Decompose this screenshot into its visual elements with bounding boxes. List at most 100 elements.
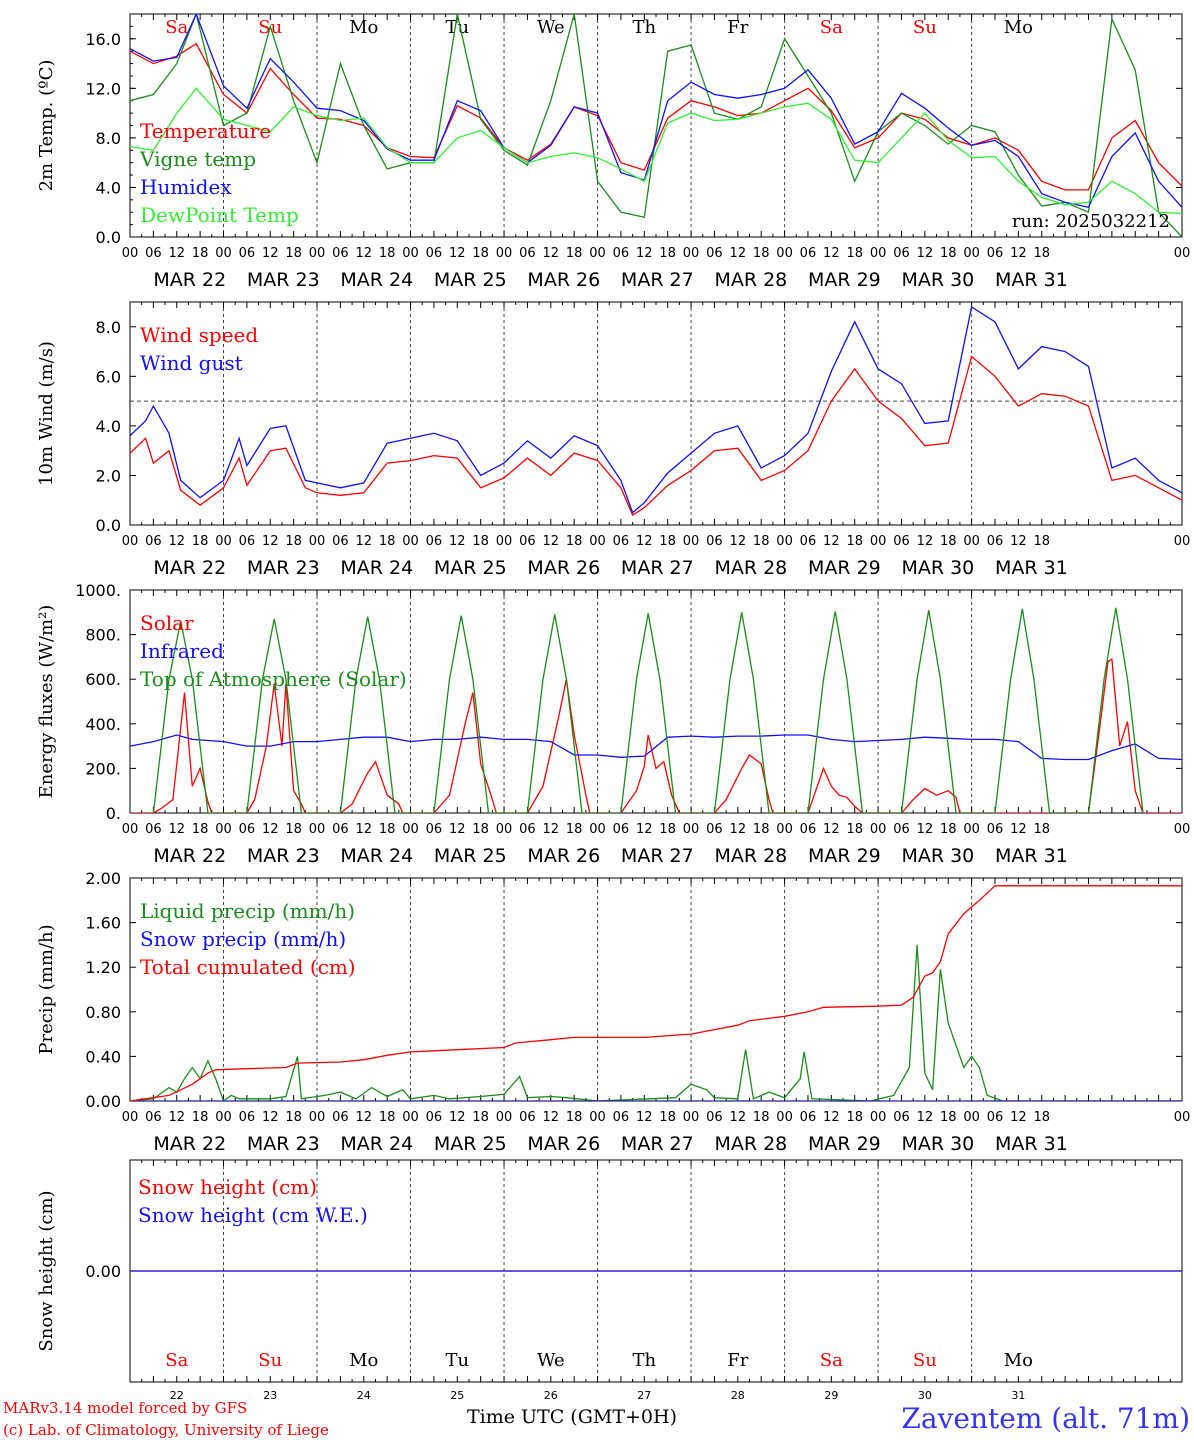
hour-tick-label: 18 — [846, 822, 863, 837]
legend-entry: Wind speed — [140, 323, 258, 347]
hour-tick-label: 18 — [472, 534, 489, 549]
hour-tick-label: 00 — [683, 534, 700, 549]
hour-tick-label: 00 — [1174, 246, 1191, 261]
hour-tick-label: 12 — [262, 246, 279, 261]
hour-tick-label: 18 — [940, 822, 957, 837]
panel-2: 0.0 2.0 4.0 6.0 8.0 10m Wind (m/s) 00 06 12 18 MAR… — [36, 301, 1191, 579]
hour-tick-label: 00 — [870, 1110, 887, 1125]
hour-tick-label: 00 — [870, 246, 887, 261]
hour-tick-label: 18 — [379, 534, 396, 549]
series-line-top-of-atmosphere-solar — [152, 607, 1144, 813]
hour-tick-label: 12 — [356, 246, 373, 261]
legend-entry: Wind gust — [140, 351, 243, 375]
y-axis-label: Snow height (cm) — [36, 1190, 57, 1351]
y-tick-label: 2.00 — [85, 869, 121, 888]
hour-tick-label: 00 — [122, 246, 139, 261]
y-tick-label: 400. — [85, 715, 121, 734]
hour-tick-label: 00 — [870, 822, 887, 837]
hour-tick-label: 06 — [239, 246, 256, 261]
hour-tick-label: 00 — [963, 1110, 980, 1125]
hour-tick-label: 00 — [496, 822, 513, 837]
hour-tick-label: 00 — [776, 534, 793, 549]
date-label: MAR 22 — [153, 557, 226, 579]
date-label: MAR 26 — [527, 557, 600, 579]
hour-tick-label: 18 — [285, 1110, 302, 1125]
hour-tick-label: 12 — [262, 534, 279, 549]
date-label: MAR 30 — [901, 269, 974, 291]
date-label: MAR 27 — [621, 1133, 694, 1155]
hour-tick-label: 18 — [940, 1110, 957, 1125]
hour-tick-label: 00 — [402, 246, 419, 261]
date-label: MAR 31 — [995, 845, 1068, 867]
date-label: MAR 28 — [714, 269, 787, 291]
date-label: MAR 29 — [808, 1133, 881, 1155]
date-label: MAR 30 — [901, 557, 974, 579]
series-group — [130, 14, 1182, 237]
y-axis-label: Energy fluxes (W/m²) — [36, 605, 57, 799]
hour-tick-label: 12 — [917, 1110, 934, 1125]
hour-tick-label: 12 — [730, 246, 747, 261]
time-axis-label: Time UTC (GMT+0H) — [467, 1406, 677, 1428]
hour-tick-label: 18 — [192, 246, 209, 261]
y-tick-label: 4.0 — [96, 417, 121, 436]
hour-tick-label: 06 — [987, 246, 1004, 261]
hour-tick-label: 06 — [800, 1110, 817, 1125]
weekday-label: Tu — [445, 17, 469, 38]
hour-tick-label: 18 — [285, 246, 302, 261]
hour-tick-label: 18 — [472, 1110, 489, 1125]
hour-tick-label: 18 — [659, 246, 676, 261]
hour-tick-label: 12 — [449, 534, 466, 549]
hour-tick-label: 12 — [636, 246, 653, 261]
weekday-label: Su — [913, 1350, 937, 1371]
hour-tick-label: 18 — [566, 1110, 583, 1125]
weekday-label: We — [537, 17, 565, 38]
y-tick-label: 1.20 — [85, 958, 121, 977]
y-tick-label: 0.80 — [85, 1003, 121, 1022]
date-label: MAR 26 — [527, 269, 600, 291]
hour-tick-label: 18 — [192, 1110, 209, 1125]
series-line-temperature — [130, 42, 1182, 191]
hour-tick-label: 12 — [823, 822, 840, 837]
series-group — [130, 607, 1182, 813]
hour-tick-label: 18 — [1033, 822, 1050, 837]
hour-tick-label: 00 — [870, 534, 887, 549]
hour-tick-label: 00 — [309, 1110, 326, 1125]
weekday-label: Th — [633, 1350, 657, 1371]
y-axis-label: Precip (mm/h) — [36, 924, 57, 1054]
y-tick-label: 800. — [85, 626, 121, 645]
hour-tick-label: 12 — [636, 822, 653, 837]
hour-tick-label: 12 — [356, 822, 373, 837]
hour-tick-label: 18 — [659, 1110, 676, 1125]
hour-tick-label: 18 — [940, 534, 957, 549]
hour-tick-label: 00 — [963, 822, 980, 837]
y-tick-label: 12.0 — [85, 79, 121, 98]
hour-tick-label: 00 — [215, 822, 232, 837]
hour-tick-label: 06 — [613, 1110, 630, 1125]
hour-tick-label: 00 — [1174, 534, 1191, 549]
y-tick-label: 8.0 — [96, 318, 121, 337]
date-label: MAR 31 — [995, 1133, 1068, 1155]
weekday-label: Fr — [727, 1350, 748, 1371]
hour-tick-label: 00 — [309, 822, 326, 837]
hour-tick-label: 00 — [776, 1110, 793, 1125]
y-axis-label: 2m Temp. (ºC) — [36, 60, 57, 192]
date-label: MAR 26 — [527, 845, 600, 867]
hour-tick-label: 18 — [753, 246, 770, 261]
panel-5: 0.00 Snow height (cm) Sa Su Mo Tu We Th Fr Sa Su Mo… — [36, 1159, 1183, 1402]
hour-tick-label: 18 — [846, 1110, 863, 1125]
hour-tick-label: 06 — [145, 1110, 162, 1125]
hour-tick-label: 00 — [683, 822, 700, 837]
date-label: MAR 31 — [995, 557, 1068, 579]
y-tick-label: 1000. — [75, 581, 121, 600]
lab-credit: (c) Lab. of Climatology, University of L… — [3, 1421, 329, 1439]
date-label: MAR 30 — [901, 1133, 974, 1155]
hour-tick-label: 00 — [402, 534, 419, 549]
weekday-label: Sa — [820, 1350, 843, 1371]
hour-tick-label: 18 — [472, 822, 489, 837]
hour-tick-label: 18 — [192, 534, 209, 549]
date-label: MAR 23 — [247, 1133, 320, 1155]
hour-tick-label: 06 — [239, 534, 256, 549]
weekday-label: Su — [258, 1350, 282, 1371]
hour-tick-label: 00 — [589, 534, 606, 549]
hour-tick-label: 06 — [332, 1110, 349, 1125]
